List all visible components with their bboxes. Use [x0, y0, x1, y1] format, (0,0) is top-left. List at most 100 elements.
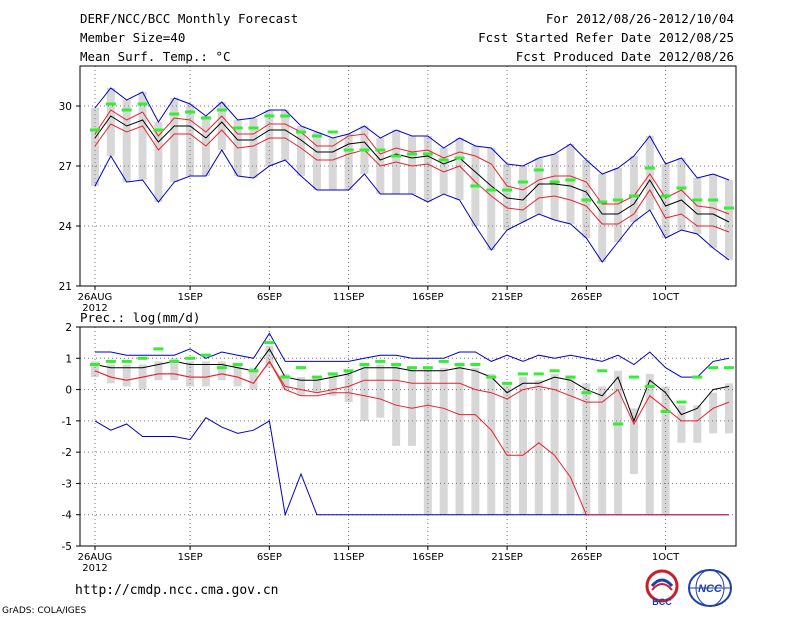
obs-mark-2 [121, 359, 132, 363]
obs-mark-2 [121, 108, 132, 112]
obs-mark-24 [470, 363, 481, 367]
obs-mark-17 [359, 363, 370, 367]
box-30 [566, 377, 575, 515]
xtick-label-6: 1SEP [178, 552, 203, 563]
xtick-label-11: 6SEP [257, 292, 282, 303]
xtick-label-0: 26AUG [78, 552, 113, 563]
obs-mark-34 [628, 194, 639, 198]
obs-mark-6 [185, 356, 196, 360]
obs-mark-20 [407, 152, 417, 156]
box-15 [328, 138, 337, 190]
box-6 [186, 104, 195, 176]
box-18 [376, 364, 385, 418]
source-url[interactable]: http://cmdp.ncc.cma.gov.cn [75, 583, 279, 598]
obs-mark-11 [264, 114, 275, 118]
obs-mark-22 [438, 359, 449, 363]
obs-mark-7 [200, 353, 211, 357]
box-32 [598, 174, 607, 262]
obs-mark-28 [533, 372, 544, 376]
box-12 [281, 110, 290, 160]
obs-mark-37 [676, 400, 687, 404]
ytick-label--2: -2 [62, 447, 72, 459]
box-26 [503, 164, 512, 230]
box-39 [709, 392, 718, 434]
obs-mark-16 [343, 369, 354, 373]
obs-mark-29 [549, 369, 560, 373]
bcc-logo: BCC [645, 569, 679, 607]
box-27 [518, 377, 527, 515]
box-20 [408, 136, 416, 194]
box-5 [170, 358, 179, 381]
ytick-label-21: 21 [59, 281, 72, 293]
ytick-label--1: -1 [62, 416, 72, 428]
box-30 [566, 144, 575, 224]
box-6 [186, 361, 195, 387]
obs-mark-3 [137, 102, 148, 106]
obs-mark-0 [90, 363, 100, 367]
obs-mark-27 [517, 180, 528, 184]
box-28 [534, 158, 543, 214]
plot-frame [79, 65, 737, 287]
plot-frame [79, 326, 737, 547]
box-12 [281, 373, 290, 390]
box-7 [201, 361, 210, 387]
obs-mark-29 [549, 180, 560, 184]
obs-mark-39 [708, 198, 719, 202]
box-13 [297, 377, 306, 396]
box-2 [122, 364, 131, 387]
box-32 [598, 386, 607, 515]
obs-mark-30 [565, 178, 576, 182]
box-22 [439, 367, 448, 515]
box-28 [534, 380, 543, 515]
ncc-logo-text: NCC [698, 583, 723, 595]
obs-mark-13 [296, 130, 307, 134]
box-38 [693, 405, 702, 443]
obs-mark-9 [232, 126, 243, 130]
obs-mark-35 [644, 166, 655, 170]
obs-mark-28 [533, 168, 544, 172]
obs-mark-1 [105, 102, 116, 106]
ytick-label--3: -3 [62, 478, 72, 490]
obs-mark-33 [613, 422, 624, 426]
obs-mark-31 [581, 198, 592, 202]
obs-mark-16 [343, 148, 354, 152]
obs-mark-8 [216, 108, 227, 112]
ytick-label-30: 30 [59, 101, 72, 113]
obs-mark-40 [724, 366, 734, 370]
series-median-line [94, 115, 730, 223]
box-8 [217, 361, 226, 381]
ytick-label-24: 24 [59, 221, 73, 233]
obs-mark-10 [248, 369, 259, 373]
box-22 [439, 148, 448, 194]
series-upper-line [94, 109, 730, 215]
obs-mark-18 [375, 148, 386, 152]
obs-mark-8 [216, 366, 227, 370]
xtick-label-31: 26SEP [571, 552, 602, 563]
obs-mark-14 [311, 375, 322, 379]
obs-mark-20 [407, 366, 417, 370]
obs-mark-24 [470, 184, 481, 188]
box-35 [645, 136, 654, 210]
box-21 [423, 367, 432, 515]
box-11 [265, 345, 274, 368]
variable-label: Mean Surf. Temp.: °C [80, 49, 231, 64]
obs-mark-32 [597, 200, 608, 204]
obs-mark-39 [708, 366, 719, 370]
box-33 [614, 370, 623, 515]
precip-label: Prec.: log(mm/d) [80, 310, 201, 325]
ytick-label--5: -5 [62, 541, 72, 553]
obs-mark-11 [264, 341, 275, 345]
box-33 [614, 168, 623, 242]
box-10 [249, 118, 258, 178]
xtick-label-36: 1OCT [652, 552, 680, 563]
box-40 [725, 180, 733, 260]
obs-mark-26 [502, 381, 513, 385]
box-0 [91, 361, 99, 378]
box-26 [503, 383, 512, 515]
box-1 [106, 88, 115, 156]
ytick-label-27: 27 [59, 161, 72, 173]
obs-mark-7 [200, 116, 211, 120]
box-1 [106, 364, 115, 384]
xtick-label-31: 26SEP [571, 292, 602, 303]
grads-credit: GrADS: COLA/IGES [2, 606, 87, 616]
